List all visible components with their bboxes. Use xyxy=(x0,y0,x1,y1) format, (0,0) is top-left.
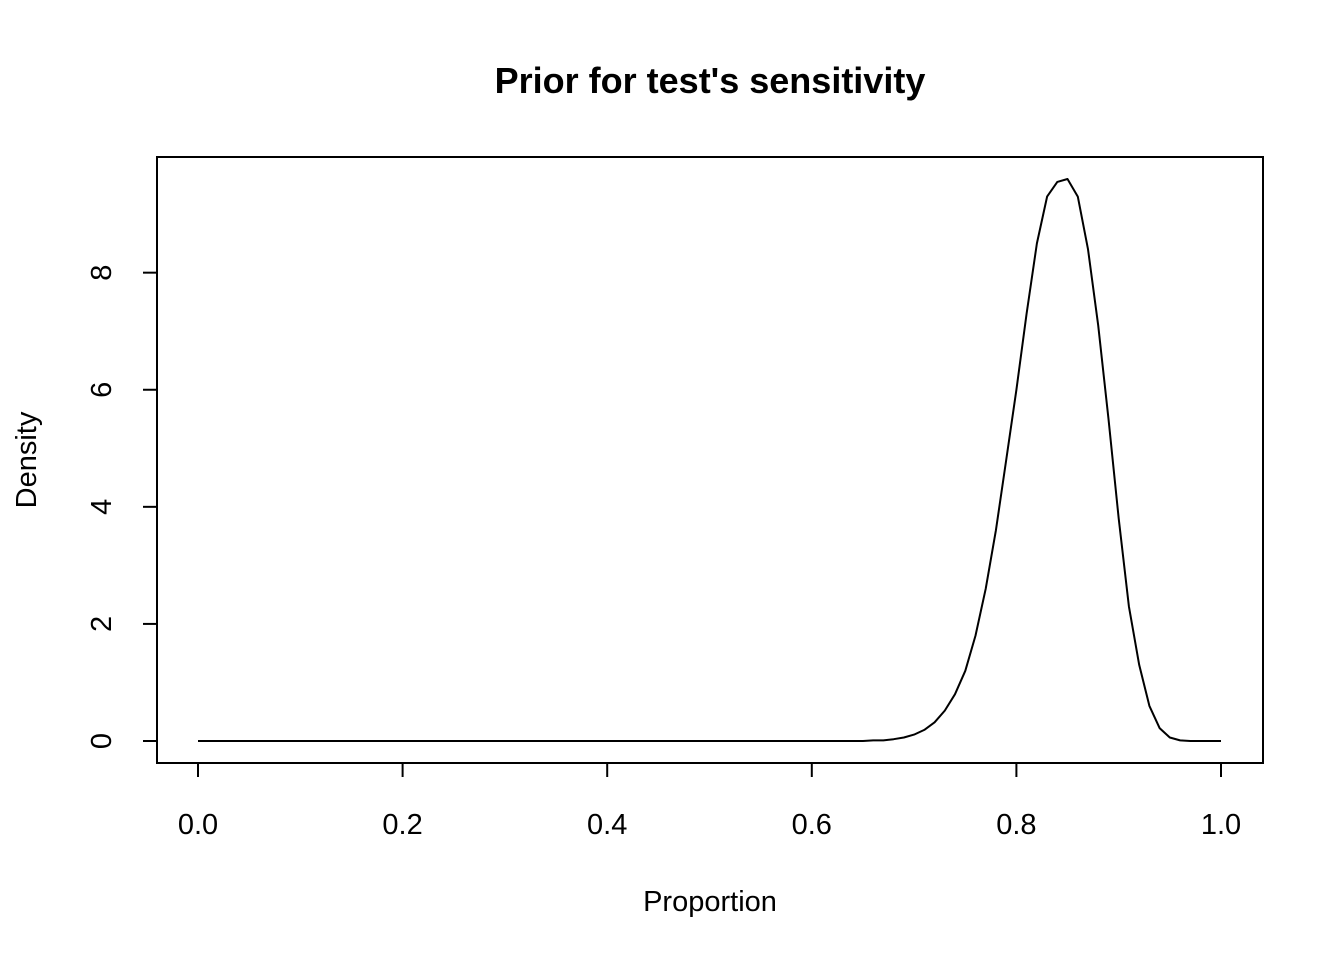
x-axis-label: Proportion xyxy=(643,886,777,918)
x-tick-label: 0.2 xyxy=(382,809,422,841)
x-axis: 0.0 0.2 0.4 0.6 0.8 1.0 xyxy=(178,762,1241,841)
density-curve xyxy=(198,178,1221,742)
chart-title: Prior for test's sensitivity xyxy=(495,60,926,101)
y-tick-label: 8 xyxy=(86,265,118,281)
y-tick-label: 2 xyxy=(86,616,118,632)
plot-frame xyxy=(156,156,1264,764)
y-tick-label: 6 xyxy=(86,382,118,398)
x-tick-label: 0.0 xyxy=(178,809,218,841)
x-tick-label: 1.0 xyxy=(1201,809,1241,841)
y-axis: 0 2 4 6 8 xyxy=(86,265,158,749)
x-tick-label: 0.4 xyxy=(587,809,627,841)
x-tick-label: 0.8 xyxy=(996,809,1036,841)
x-tick-label: 0.6 xyxy=(792,809,832,841)
y-tick-label: 0 xyxy=(86,733,118,749)
y-tick-label: 4 xyxy=(86,499,118,515)
y-axis-label: Density xyxy=(11,411,43,508)
